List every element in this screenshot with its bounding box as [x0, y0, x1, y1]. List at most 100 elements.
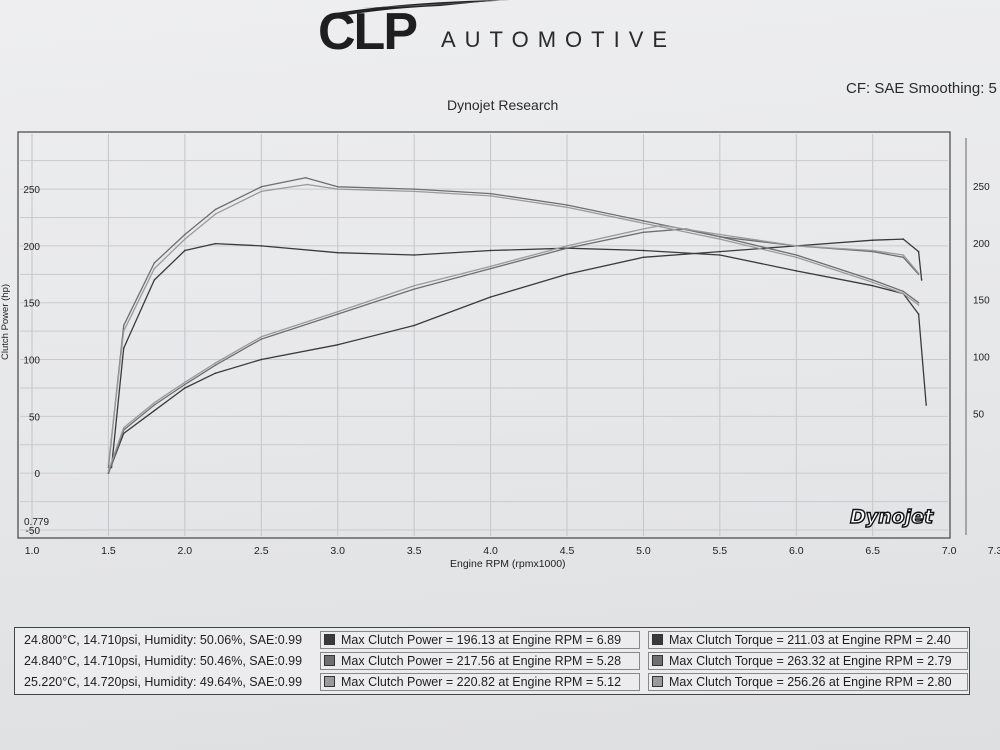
series-point-6	[306, 183, 308, 186]
series-point-3	[489, 267, 492, 270]
x-tick-label: 4.0	[483, 545, 498, 557]
max-power-cell: Max Clutch Power = 220.82 at Engine RPM …	[320, 673, 640, 691]
series-layer	[107, 176, 928, 474]
series-swatch-icon[interactable]	[652, 655, 663, 666]
series-line-2	[110, 242, 927, 468]
series-point-2	[122, 347, 125, 349]
y-tick-labels-right: 250 200 150 100 50	[973, 182, 990, 420]
series-point-3	[642, 231, 645, 234]
series-point-5	[917, 272, 920, 274]
series-point-4	[902, 290, 905, 293]
series-point-4	[795, 254, 798, 256]
series-point-5	[871, 249, 874, 252]
series-point-2	[336, 251, 339, 254]
series-line-3	[107, 228, 920, 474]
legend-row-3: 25.220°C, 14.720psi, Humidity: 49.64%, S…	[15, 672, 969, 692]
series-point-2	[153, 279, 156, 281]
series-point-2	[719, 254, 721, 256]
series-point-5	[153, 401, 156, 404]
series-point-2	[917, 313, 920, 315]
max-power-cell: Max Clutch Power = 217.56 at Engine RPM …	[320, 652, 640, 670]
series-point-5	[122, 426, 125, 429]
series-point-3	[336, 313, 339, 315]
y-tick-label-left: -50	[26, 526, 41, 537]
series-swatch-icon[interactable]	[652, 634, 663, 645]
series-point-5	[489, 265, 492, 268]
x-tick-label: 1.0	[25, 545, 40, 557]
series-swatch-icon[interactable]	[324, 676, 335, 687]
run-conditions: 24.840°C, 14.710psi, Humidity: 50.46%, S…	[24, 654, 303, 668]
y-tick-label-right: 150	[973, 296, 990, 307]
series-swatch-icon[interactable]	[324, 655, 335, 666]
series-point-2	[795, 270, 798, 272]
series-point-3	[153, 404, 156, 406]
x-tick-label: 3.5	[407, 545, 422, 557]
series-point-5	[660, 224, 663, 227]
series-point-4	[260, 186, 263, 188]
series-point-1	[871, 239, 874, 242]
y-tick-label-right: 100	[973, 353, 990, 364]
series-swatch-icon[interactable]	[652, 676, 663, 687]
correction-factor-label: CF: SAE Smoothing: 5	[846, 80, 997, 97]
series-point-6	[642, 222, 645, 224]
logo-swoosh-icon	[330, 0, 510, 16]
y-tick-labels-left: 250 200 150 100 50 0 -50	[23, 185, 40, 537]
series-point-2	[642, 249, 645, 252]
series-point-3	[413, 288, 415, 290]
series-point-6	[719, 238, 721, 240]
series-point-5	[413, 284, 415, 287]
series-point-1	[719, 250, 721, 253]
series-point-2	[184, 249, 186, 252]
chart-grid	[20, 134, 948, 536]
max-power-text: Max Clutch Power = 217.56 at Engine RPM …	[341, 654, 622, 668]
series-point-4	[122, 324, 125, 327]
x-tick-label: 7.3	[988, 545, 1000, 557]
y-tick-label-left: 150	[23, 299, 40, 310]
series-point-4	[566, 204, 568, 206]
max-torque-cell: Max Clutch Torque = 263.32 at Engine RPM…	[648, 652, 968, 670]
logo-clp-text: CLP	[318, 3, 418, 61]
y-tick-label-right: 250	[973, 182, 990, 193]
dynojet-watermark: Dynojet	[850, 506, 934, 528]
series-point-1	[336, 343, 339, 346]
series-point-5	[719, 233, 721, 236]
series-point-5	[566, 245, 568, 247]
max-torque-text: Max Clutch Torque = 256.26 at Engine RPM…	[669, 675, 952, 689]
x-tick-label: 2.5	[254, 545, 269, 557]
series-point-6	[122, 330, 125, 332]
logo-automotive-text: AUTOMOTIVE	[441, 27, 677, 52]
series-point-5	[107, 470, 110, 472]
series-point-2	[214, 242, 217, 245]
series-point-4	[153, 262, 156, 264]
plot-frame	[17, 131, 951, 539]
series-point-4	[304, 176, 307, 179]
run-conditions: 25.220°C, 14.720psi, Humidity: 49.64%, S…	[24, 675, 303, 689]
y-tick-label-left: 0	[34, 469, 40, 480]
series-point-1	[566, 273, 568, 276]
x-tick-label: 5.5	[713, 545, 728, 557]
chart-title: Dynojet Research	[447, 97, 559, 113]
y-tick-label-left: 200	[23, 242, 40, 253]
series-point-3	[214, 364, 217, 367]
series-point-6	[214, 213, 217, 215]
series-point-5	[642, 228, 645, 230]
series-point-3	[902, 256, 905, 259]
series-point-6	[489, 195, 492, 197]
series-point-6	[871, 281, 874, 284]
series-line-6	[107, 183, 919, 465]
series-point-6	[566, 206, 568, 209]
run-conditions: 24.800°C, 14.710psi, Humidity: 50.06%, S…	[24, 633, 303, 647]
max-torque-text: Max Clutch Torque = 263.32 at Engine RPM…	[669, 654, 952, 668]
series-point-4	[214, 208, 217, 211]
series-swatch-icon[interactable]	[324, 634, 335, 645]
series-point-5	[214, 362, 217, 364]
max-power-text: Max Clutch Power = 196.13 at Engine RPM …	[341, 633, 622, 647]
series-point-6	[107, 463, 110, 465]
series-point-6	[260, 190, 263, 193]
x-tick-labels: 1.0 1.5 2.0 2.5 3.0 3.5 4.0 4.5 5.0 5.5 6.0 6.5 7.0 7…	[25, 545, 1000, 557]
max-torque-cell: Max Clutch Torque = 211.03 at Engine RPM…	[648, 631, 968, 649]
series-point-4	[413, 188, 415, 190]
series-point-6	[413, 190, 415, 193]
x-tick-label: 1.5	[101, 545, 116, 557]
